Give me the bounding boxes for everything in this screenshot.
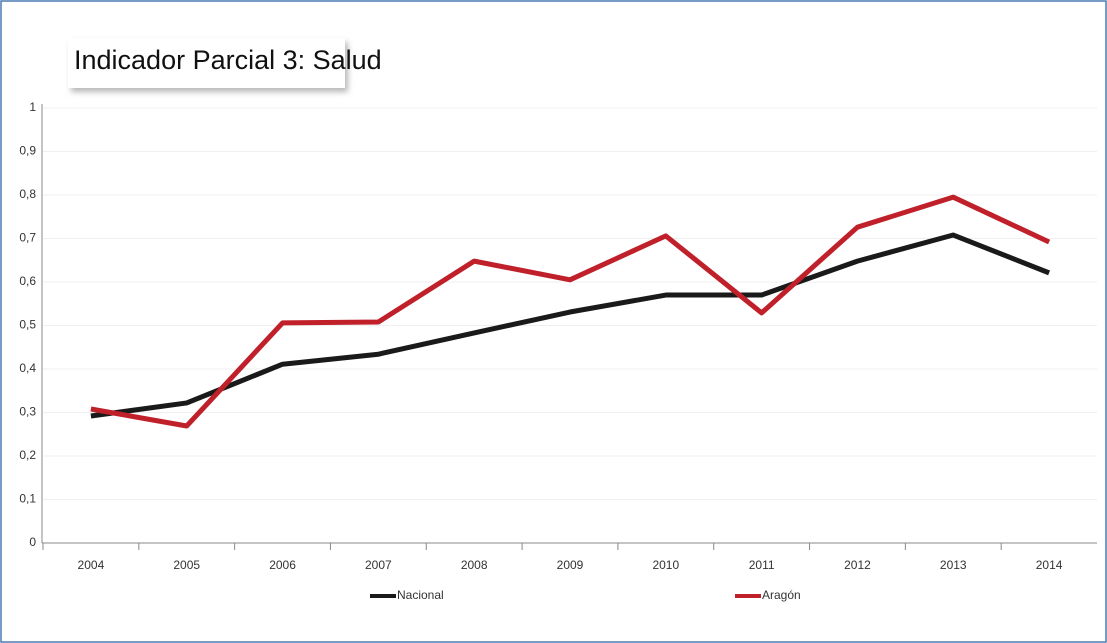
x-tick-label: 2007 xyxy=(365,558,392,572)
series-line xyxy=(90,232,1051,419)
y-tick-label: 0,4 xyxy=(19,361,36,375)
chart-title: Indicador Parcial 3: Salud xyxy=(74,45,382,75)
y-tick-label: 0,7 xyxy=(19,231,36,245)
x-tick-label: 2005 xyxy=(173,558,200,572)
y-tick-label: 0,9 xyxy=(19,144,36,158)
x-tick-label: 2004 xyxy=(78,558,105,572)
legend-label: Nacional xyxy=(397,588,444,602)
series-line xyxy=(90,194,1051,429)
y-tick-label: 0,8 xyxy=(19,187,36,201)
x-tick-label: 2011 xyxy=(749,558,775,572)
x-tick-label: 2014 xyxy=(1036,558,1063,572)
x-tick-label: 2010 xyxy=(652,558,679,572)
legend-label: Aragón xyxy=(762,588,801,602)
y-tick-label: 1 xyxy=(29,100,36,114)
x-tick-label: 2008 xyxy=(461,558,488,572)
y-tick-label: 0,1 xyxy=(19,492,36,506)
y-tick-label: 0,2 xyxy=(19,448,36,462)
y-tick-label: 0 xyxy=(29,535,36,549)
x-tick-label: 2006 xyxy=(269,558,296,572)
y-tick-label: 0,3 xyxy=(19,405,36,419)
y-tick-label: 0,6 xyxy=(19,274,36,288)
x-tick-label: 2013 xyxy=(940,558,967,572)
y-tick-label: 0,5 xyxy=(19,318,36,332)
title-box xyxy=(68,38,345,88)
x-tick-label: 2012 xyxy=(844,558,871,572)
x-tick-label: 2009 xyxy=(557,558,584,572)
